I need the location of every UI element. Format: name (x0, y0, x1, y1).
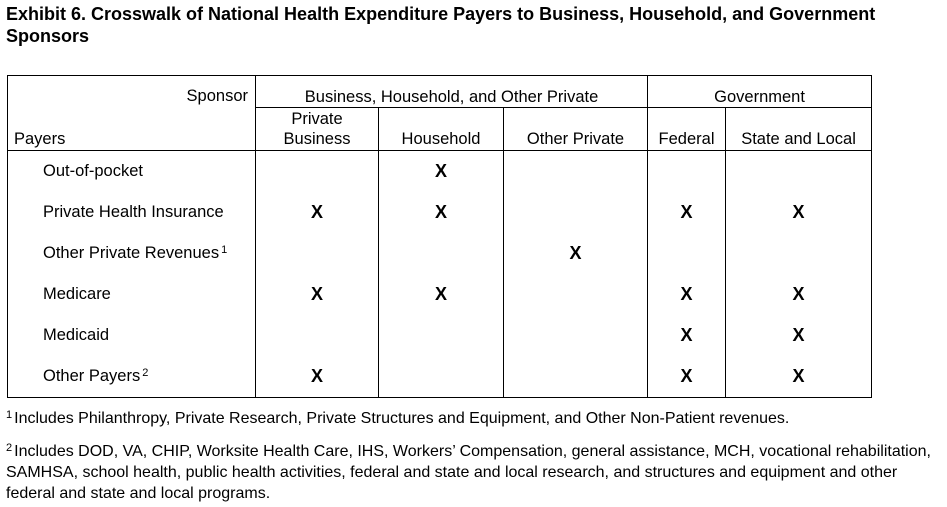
footnote-1: 1 Includes Philanthropy, Private Research… (6, 405, 944, 429)
payer-label: Private Health Insurance (7, 191, 256, 233)
sponsor-mark-cell: X (725, 191, 873, 233)
footnote-ref: 1 (221, 243, 228, 256)
group-header-government: Government (647, 75, 873, 108)
footnote-text: Includes Philanthropy, Private Research,… (14, 410, 790, 427)
sponsor-mark-cell: X (378, 273, 504, 315)
sponsor-mark-cell: X (378, 191, 504, 233)
payer-label: Other Private Revenues 1 (7, 232, 256, 274)
footnote-ref: 2 (142, 366, 149, 379)
footnote-2: 2 Includes DOD, VA, CHIP, Worksite Health… (6, 438, 944, 504)
sponsor-mark-cell (378, 314, 504, 356)
sponsor-mark-cell (255, 314, 379, 356)
column-header-row: Payers Private Business Household Other … (7, 106, 873, 151)
footnote-text: Includes DOD, VA, CHIP, Worksite Health … (6, 443, 931, 502)
group-header-row: Sponsor Business, Household, and Other P… (7, 75, 873, 108)
payer-label: Medicaid (7, 314, 256, 356)
column-header-federal: Federal (647, 106, 727, 151)
sponsor-mark-cell: X (255, 273, 379, 315)
sponsor-mark-cell: X (255, 355, 379, 398)
sponsor-mark-cell (725, 150, 873, 192)
payer-name: Out-of-pocket (43, 161, 143, 180)
sponsor-mark-cell (502, 314, 649, 356)
sponsor-mark-cell (725, 232, 873, 274)
sponsor-mark-cell (255, 150, 379, 192)
sponsor-mark-cell (378, 355, 504, 398)
exhibit-title: Exhibit 6. Crosswalk of National Health … (6, 4, 876, 46)
sponsor-mark-cell: X (647, 273, 727, 315)
sponsor-mark-cell (502, 150, 649, 192)
footnote-marker: 2 (6, 442, 13, 454)
payers-header: Payers (7, 107, 256, 151)
sponsor-mark-cell: X (725, 273, 873, 315)
sponsor-mark-cell (647, 232, 727, 274)
crosswalk-table: Sponsor Business, Household, and Other P… (7, 75, 873, 398)
payer-name: Other Payers (43, 366, 141, 385)
sponsor-mark-cell: X (725, 355, 873, 398)
sponsor-header: Sponsor (7, 75, 256, 107)
sponsor-mark-cell: X (502, 232, 649, 274)
column-header-state-and-local: State and Local (725, 106, 873, 151)
payer-name: Other Private Revenues (43, 243, 220, 262)
sponsor-mark-cell: X (378, 150, 504, 192)
column-header-private-business: Private Business (255, 106, 379, 151)
payer-label: Out-of-pocket (7, 150, 256, 192)
payer-name: Private Health Insurance (43, 202, 224, 221)
payer-label: Other Payers 2 (7, 355, 256, 398)
sponsor-mark-cell: X (725, 314, 873, 356)
column-header-other-private: Other Private (502, 106, 649, 151)
sponsor-mark-cell (378, 232, 504, 274)
payer-label: Medicare (7, 273, 256, 315)
column-header-household: Household (378, 106, 504, 151)
sponsor-mark-cell: X (647, 314, 727, 356)
group-header-private: Business, Household, and Other Private (254, 75, 649, 108)
sponsor-mark-cell (647, 150, 727, 192)
table-row: Other Payers 2 X X X (7, 355, 873, 398)
sponsor-mark-cell (255, 232, 379, 274)
payer-name: Medicaid (43, 325, 110, 344)
table-row: Out-of-pocket X (7, 150, 873, 192)
sponsor-mark-cell: X (647, 191, 727, 233)
table-body: Out-of-pocket X Private Health Insurance X X… (7, 150, 873, 398)
sponsor-mark-cell: X (255, 191, 379, 233)
footnote-marker: 1 (6, 409, 13, 421)
sponsor-mark-cell (502, 273, 649, 315)
sponsor-mark-cell: X (647, 355, 727, 398)
table-row: Medicaid X X (7, 314, 873, 356)
sponsor-mark-cell (502, 191, 649, 233)
sponsor-mark-cell (502, 355, 649, 398)
table-row: Other Private Revenues 1 X (7, 232, 873, 274)
table-row: Medicare X X X X (7, 273, 873, 315)
payer-name: Medicare (43, 284, 111, 303)
table-row: Private Health Insurance X X X X (7, 191, 873, 233)
